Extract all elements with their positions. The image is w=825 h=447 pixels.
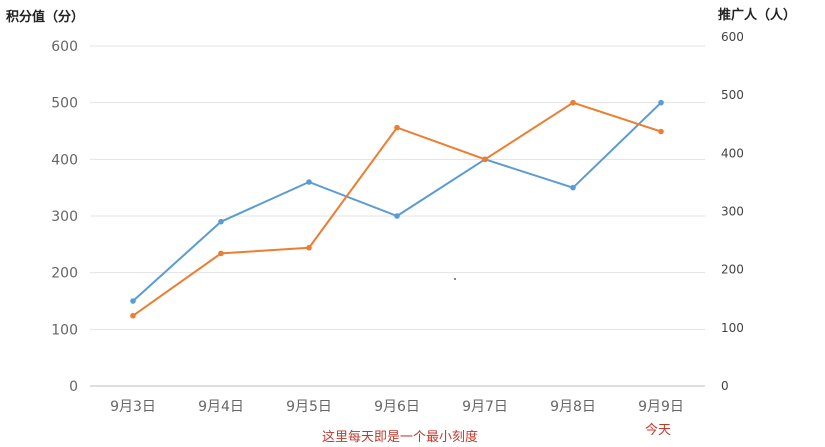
- right-tick-label: 300: [721, 205, 744, 219]
- data-point: [570, 184, 576, 191]
- series-line-2: [132, 101, 662, 317]
- left-tick-label: 400: [51, 152, 78, 168]
- data-point: [394, 124, 400, 131]
- scale-annotation: 这里每天即是一个最小刻度: [322, 430, 479, 445]
- left-tick-label: 300: [51, 209, 78, 225]
- series-line-1: [132, 101, 662, 302]
- x-tick-label: 9月8日: [550, 399, 596, 415]
- data-point: [482, 156, 488, 163]
- x-tick-label: 9月7日: [462, 399, 508, 415]
- x-tick-label: 9月6日: [374, 399, 420, 415]
- right-axis-title: 推广人（人）: [718, 8, 797, 23]
- x-tick-label: 9月5日: [286, 399, 332, 415]
- data-point: [130, 312, 136, 319]
- data-point: [306, 179, 312, 185]
- series-group: [130, 99, 664, 319]
- x-tick-label: 9月4日: [198, 399, 244, 415]
- right-tick-label: 200: [721, 263, 744, 277]
- left-tick-label: 100: [51, 322, 78, 338]
- left-axis-title: 积分值（分）: [6, 10, 85, 25]
- right-tick-label: 400: [721, 146, 744, 160]
- left-tick-label: 600: [51, 39, 78, 55]
- data-point: [570, 99, 576, 106]
- left-axis-ticks: 0 100 200 300 400 500 600: [51, 39, 78, 395]
- today-annotation: 今天: [645, 423, 672, 438]
- x-tick-label: 9月9日: [638, 399, 684, 415]
- left-tick-label: 200: [51, 266, 78, 282]
- right-axis-ticks: 0 100 200 300 400 500 600: [721, 30, 744, 393]
- data-point: [306, 244, 312, 251]
- right-tick-label: 100: [721, 321, 744, 335]
- x-axis-ticks: 9月3日 9月4日 9月5日 9月6日 9月7日 9月8日 9月9日: [110, 399, 684, 415]
- data-point: [218, 218, 224, 225]
- data-point: [658, 99, 664, 106]
- right-tick-label: 600: [721, 30, 744, 44]
- data-point: [130, 298, 136, 304]
- right-tick-label: 500: [721, 88, 744, 102]
- data-point: [218, 250, 224, 257]
- x-tick-label: 9月3日: [110, 399, 156, 415]
- right-tick-label: 0: [721, 379, 729, 393]
- left-tick-label: 0: [69, 379, 78, 395]
- data-point: [394, 213, 400, 219]
- left-tick-label: 500: [51, 96, 78, 112]
- data-point: [658, 128, 664, 135]
- stray-dot: [454, 278, 456, 280]
